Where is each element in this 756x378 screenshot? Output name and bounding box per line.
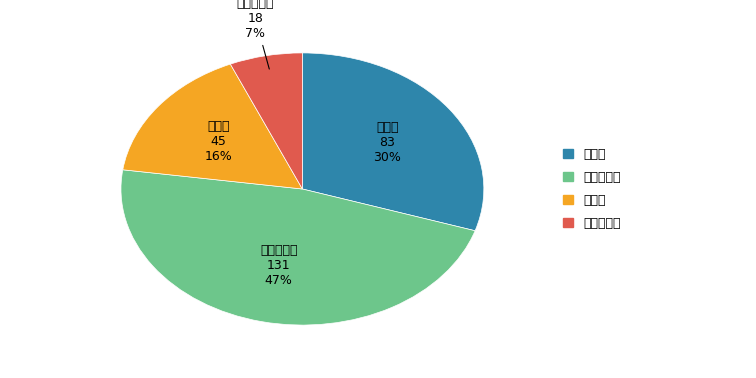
Text: 増えた
83
30%: 増えた 83 30% [373,121,401,164]
Wedge shape [302,53,484,231]
Text: 同じぐらい
131
47%: 同じぐらい 131 47% [260,245,297,287]
Wedge shape [121,170,475,325]
Text: 減った
45
16%: 減った 45 16% [205,119,233,163]
Wedge shape [231,53,302,189]
Wedge shape [122,64,302,189]
Text: わからない
18
7%: わからない 18 7% [237,0,274,69]
Legend: 増えた, 同じぐらい, 減った, わからない: 増えた, 同じぐらい, 減った, わからない [558,143,626,235]
